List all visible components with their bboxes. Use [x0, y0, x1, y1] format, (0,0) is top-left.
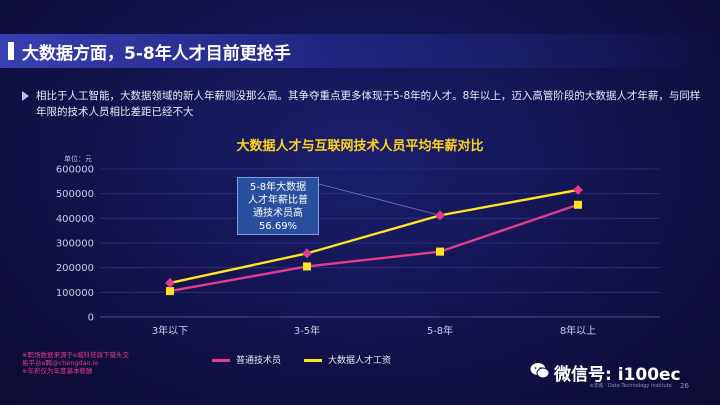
annotation-box: 5-8年大数据 人才年薪比普 通技术员高 56.69%	[237, 177, 319, 235]
y-tick-label: 100000	[56, 288, 94, 299]
y-tick-label: 500000	[56, 189, 94, 200]
chart-title: 大数据人才与互联网技术人员平均年薪对比	[236, 139, 484, 154]
series-line	[169, 188, 579, 285]
legend-label: 大数据人才工资	[328, 356, 392, 366]
annotation-line: 56.69%	[258, 221, 298, 232]
data-point	[302, 248, 312, 259]
watermark-text: 微信号: i100ec	[554, 365, 681, 385]
x-tick-label: 3-5年	[294, 324, 320, 337]
x-tick-label: 3年以下	[152, 324, 188, 337]
annotation-line: 通技术员高	[253, 208, 303, 219]
data-point	[303, 262, 311, 271]
data-point	[436, 247, 444, 256]
legend-item: 大数据人才工资	[304, 353, 391, 366]
annotation-line: 5-8年大数据	[249, 182, 307, 193]
title-bar: 大数据方面，5-8年人才目前更抢手	[0, 34, 720, 68]
source-notes: ※职场数据来源于e城科技旗下猎头交 易平台e聘@chengdao.io ※年薪仅…	[22, 351, 129, 375]
series-line	[169, 203, 579, 293]
summary-block: 相比于人工智能，大数据领域的新人年薪则没那么高。其争夺重点更多体现于5-8年的人…	[22, 88, 702, 120]
note-line: 易平台e聘@chengdao.io	[22, 359, 99, 367]
title-accent-bar	[8, 42, 14, 60]
y-tick-label: 600000	[56, 165, 94, 176]
annotation-pointer	[318, 183, 441, 216]
unit-label: 单位：元	[64, 155, 92, 163]
page-number: 26	[680, 382, 689, 390]
x-tick-label: 5-8年	[427, 324, 453, 337]
data-point	[165, 278, 175, 288]
series-lines	[169, 188, 579, 293]
data-point	[574, 200, 582, 209]
note-line: ※年薪仅为年度基本薪酬	[22, 367, 93, 375]
x-tick-label: 8年以上	[560, 324, 596, 337]
summary-text: 相比于人工智能，大数据领域的新人年薪则没那么高。其争夺重点更多体现于5-8年的人…	[36, 90, 701, 118]
page-title: 大数据方面，5-8年人才目前更抢手	[22, 44, 291, 64]
axis-tick-labels: 0 100000 200000 300000 400000 500000 600000 3年以…	[56, 165, 596, 338]
y-tick-label: 0	[88, 313, 94, 324]
legend-swatch	[304, 359, 322, 362]
bullet-arrow-icon	[22, 91, 29, 101]
data-point	[435, 210, 445, 221]
gridlines	[100, 168, 660, 318]
data-point	[573, 185, 583, 195]
wechat-icon	[530, 363, 550, 379]
annotation-line: 人才年薪比普	[248, 195, 308, 206]
y-tick-label: 300000	[56, 239, 94, 250]
note-line: ※职场数据来源于e城科技旗下猎头交	[22, 351, 129, 359]
legend-item: 普通技术员	[212, 353, 281, 366]
legend-label: 普通技术员	[236, 356, 282, 366]
legend-swatch	[212, 359, 230, 362]
y-tick-label: 400000	[56, 214, 94, 225]
data-point	[166, 287, 174, 296]
y-tick-label: 200000	[56, 263, 94, 274]
footer-logo: e法城 · Data Technology Institute	[590, 383, 672, 389]
